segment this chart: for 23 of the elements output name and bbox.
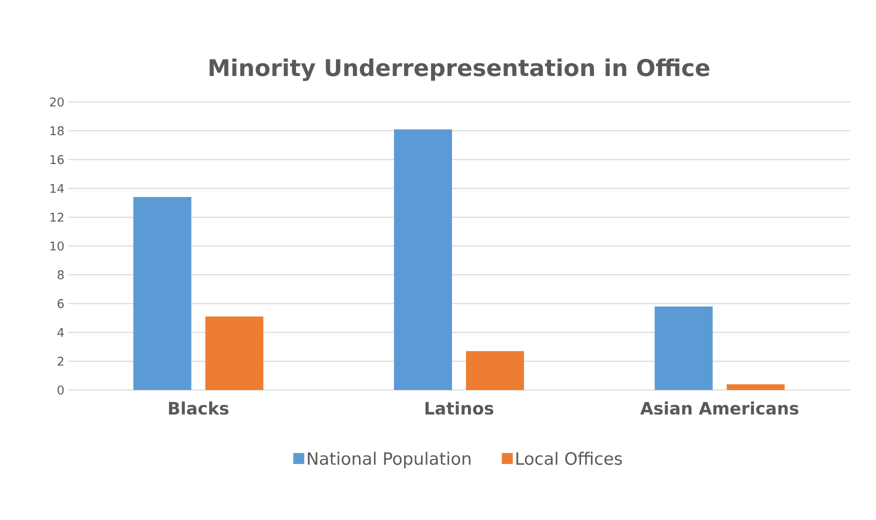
bar bbox=[466, 351, 524, 390]
y-tick-label: 8 bbox=[58, 270, 64, 280]
x-tick-label: Blacks bbox=[169, 402, 228, 415]
x-tick-label: Latinos bbox=[425, 402, 494, 415]
y-tick-label: 16 bbox=[50, 155, 64, 164]
bar bbox=[133, 197, 192, 390]
bar bbox=[726, 384, 785, 390]
y-tick-label: 12 bbox=[50, 212, 64, 222]
bar bbox=[654, 306, 713, 390]
bar bbox=[394, 129, 452, 390]
bar bbox=[205, 316, 264, 390]
legend-label: National Population bbox=[308, 452, 470, 468]
y-tick-label: 6 bbox=[58, 299, 64, 308]
y-tick-label: 10 bbox=[50, 241, 64, 251]
y-tick-label: 14 bbox=[50, 184, 64, 193]
y-tick-label: 0 bbox=[58, 385, 64, 395]
y-tick-label: 2 bbox=[58, 356, 64, 366]
y-tick-label: 20 bbox=[50, 97, 64, 107]
legend-label: Local Offices bbox=[516, 452, 622, 465]
y-tick-label: 4 bbox=[57, 328, 64, 337]
y-tick-label: 18 bbox=[50, 126, 64, 136]
chart-title: Minority Underrepresentation in Office bbox=[210, 58, 710, 81]
x-tick-label: Asian Americans bbox=[640, 402, 798, 415]
